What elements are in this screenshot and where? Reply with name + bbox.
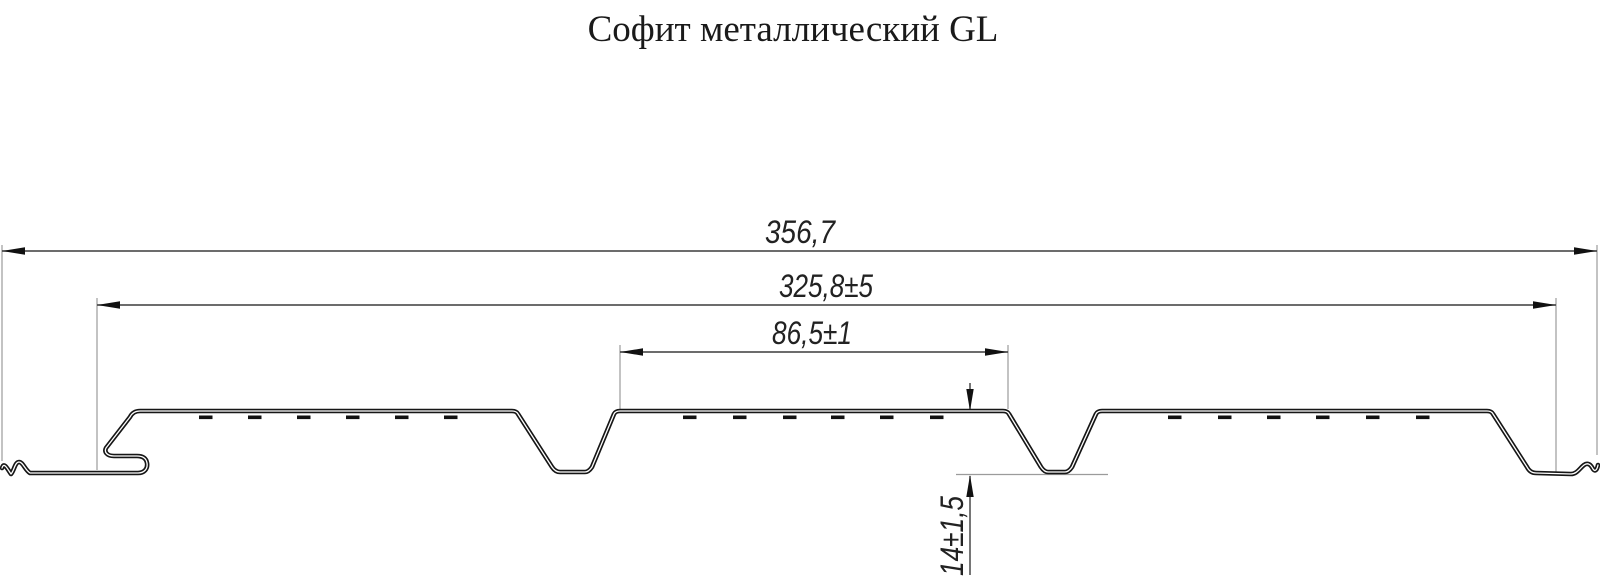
perforation-dash [930, 415, 944, 420]
dimension-pan-width-label: 86,5±1 [772, 315, 852, 351]
perforation-dash [733, 415, 747, 420]
perforation-dash [1416, 415, 1430, 420]
dimension-overall-width-label: 356,7 [765, 214, 836, 250]
perforation-dash [1267, 415, 1281, 420]
arrow-right-icon [1574, 247, 1597, 255]
perforation-dash [831, 415, 845, 420]
perforation-dash [1168, 415, 1182, 420]
dimension-covering-width: 325,8±5 [96, 268, 1557, 472]
perforation-dash [783, 415, 797, 420]
profile-outline [0, 408, 1600, 477]
perforation-dash [297, 415, 311, 420]
dimension-overall-width: 356,7 [1, 214, 1598, 461]
arrow-left-icon [2, 247, 25, 255]
perforation-dash [395, 415, 409, 420]
dimension-covering-width-label: 325,8±5 [779, 268, 873, 304]
arrow-down-icon [966, 389, 974, 411]
perforation-dash [346, 415, 360, 420]
perforation-dash [1316, 415, 1330, 420]
page-title: Софит металлический GL [588, 9, 999, 50]
dimension-pan-width: 86,5±1 [619, 315, 1009, 409]
perforation-dash [199, 415, 213, 420]
arrow-right-icon [985, 348, 1008, 356]
perforation-dash [683, 415, 697, 420]
perforation-dash [1366, 415, 1380, 420]
profile-cross-section [0, 408, 1600, 477]
perforation-dash [1218, 415, 1232, 420]
arrow-right-icon [1533, 301, 1556, 309]
arrow-left-icon [620, 348, 643, 356]
perforation-dash [880, 415, 894, 420]
profile-outline-core [1, 410, 1599, 475]
dimension-profile-height-label: 14±1,5 [934, 496, 970, 576]
arrow-up-icon [966, 475, 974, 497]
arrow-left-icon [97, 301, 120, 309]
dimension-profile-height: 14±1,5 [934, 383, 1108, 576]
perforation-dashes [199, 415, 1430, 420]
perforation-dash [248, 415, 262, 420]
perforation-dash [444, 415, 458, 420]
